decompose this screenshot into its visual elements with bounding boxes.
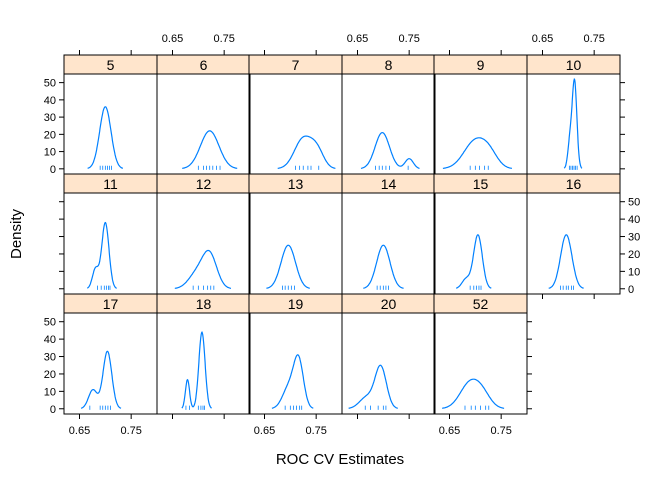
panel-14: 14 <box>341 173 436 295</box>
plot-frame-12 <box>156 192 251 295</box>
y-tick-label-r0-4: 40 <box>44 95 56 107</box>
y-tick-label-r0-1: 10 <box>44 147 56 159</box>
density-curve-6 <box>182 130 238 169</box>
strip-label-9: 9 <box>477 57 485 73</box>
panel-17: 17 <box>63 293 158 415</box>
plot-frame-6 <box>156 73 251 175</box>
x-tick-label-bottom-c4-0: 0.65 <box>439 425 460 437</box>
y-tick-label-r2-2: 20 <box>44 369 56 381</box>
y-tick-label-r1-2: 20 <box>628 249 640 261</box>
panel-16: 16 <box>526 173 621 295</box>
panel-18: 18 <box>156 293 251 415</box>
density-curve-11 <box>86 221 117 289</box>
panel-9: 9 <box>433 54 528 175</box>
strip-label-19: 19 <box>288 296 304 312</box>
panel-6: 6 <box>156 54 251 175</box>
density-curve-16 <box>548 234 584 289</box>
x-axis-title: ROC CV Estimates <box>276 451 404 468</box>
y-tick-label-r1-0: 0 <box>628 284 634 296</box>
y-tick-label-r1-3: 30 <box>628 232 640 244</box>
strip-label-11: 11 <box>103 176 118 192</box>
plot-frame-52 <box>433 312 528 415</box>
y-tick-label-r0-3: 30 <box>44 112 56 124</box>
panel-52: 52 <box>433 293 528 415</box>
strip-label-5: 5 <box>107 57 115 73</box>
plot-frame-11 <box>63 192 158 295</box>
x-tick-label-bottom-c4-1: 0.75 <box>490 425 511 437</box>
strip-label-52: 52 <box>473 296 489 312</box>
y-tick-label-r2-1: 10 <box>44 386 56 398</box>
panel-7: 7 <box>248 54 343 175</box>
strip-label-18: 18 <box>196 296 212 312</box>
plot-frame-16 <box>526 192 621 295</box>
panel-15: 15 <box>433 173 528 295</box>
strip-label-12: 12 <box>196 176 212 192</box>
panel-11: 11 <box>63 173 158 295</box>
density-curve-15 <box>455 234 492 289</box>
x-tick-label-bottom-c0-0: 0.65 <box>69 425 90 437</box>
panel-8: 8 <box>341 54 436 175</box>
y-axis-title: Density <box>8 208 25 259</box>
y-tick-label-r2-4: 40 <box>44 334 56 346</box>
strip-label-16: 16 <box>566 176 582 192</box>
panel-12: 12 <box>156 173 251 295</box>
panel-13: 13 <box>248 173 343 295</box>
strip-label-15: 15 <box>473 176 489 192</box>
density-curve-17 <box>80 350 122 409</box>
y-tick-label-r0-2: 20 <box>44 129 56 141</box>
x-tick-label-top-c5-1: 0.75 <box>583 33 604 45</box>
y-tick-label-r1-4: 40 <box>628 214 640 226</box>
density-curve-20 <box>348 364 398 409</box>
panel-19: 19 <box>248 293 343 415</box>
panel-grid: 5 6 7 8 9 10 11 12 13 14 15 16 17 18 19 20 52 0 10 20 30 40 50… <box>44 33 641 437</box>
strip-label-7: 7 <box>292 57 300 73</box>
panel-10: 10 <box>526 54 621 175</box>
strip-label-14: 14 <box>381 176 397 192</box>
y-tick-label-r0-0: 0 <box>50 164 56 176</box>
y-tick-label-r2-5: 50 <box>44 317 56 329</box>
density-curve-5 <box>87 106 124 169</box>
x-tick-label-top-c3-1: 0.75 <box>398 33 419 45</box>
plot-frame-20 <box>341 312 436 415</box>
y-tick-label-r1-1: 10 <box>628 266 640 278</box>
plot-frame-7 <box>248 73 343 175</box>
plot-frame-14 <box>341 192 436 295</box>
panel-20: 20 <box>341 293 436 415</box>
density-curve-19 <box>271 354 314 409</box>
strip-label-6: 6 <box>200 57 208 73</box>
plot-frame-9 <box>433 73 528 175</box>
density-curve-18 <box>181 331 212 409</box>
x-tick-label-top-c5-0: 0.65 <box>532 33 553 45</box>
density-curve-12 <box>174 249 231 289</box>
panel-5: 5 <box>63 54 158 175</box>
x-tick-label-top-c1-0: 0.65 <box>162 33 183 45</box>
plot-frame-8 <box>341 73 436 175</box>
strip-label-8: 8 <box>385 57 393 73</box>
plot-frame-13 <box>248 192 343 295</box>
x-tick-label-bottom-c2-1: 0.75 <box>305 425 326 437</box>
x-tick-label-top-c3-0: 0.65 <box>347 33 368 45</box>
density-curve-14 <box>363 244 404 289</box>
strip-label-10: 10 <box>566 57 582 73</box>
density-curve-13 <box>266 244 310 289</box>
x-tick-label-top-c1-1: 0.75 <box>213 33 234 45</box>
y-tick-label-r0-5: 50 <box>44 78 56 90</box>
density-curve-10 <box>563 77 583 169</box>
x-tick-label-bottom-c2-0: 0.65 <box>254 425 275 437</box>
plot-frame-19 <box>248 312 343 415</box>
y-tick-label-r2-0: 0 <box>50 404 56 416</box>
plot-frame-18 <box>156 312 251 415</box>
density-curve-52 <box>441 378 505 409</box>
density-curve-8 <box>360 131 420 169</box>
density-curve-9 <box>442 137 513 169</box>
y-tick-label-r1-5: 50 <box>628 197 640 209</box>
strip-label-20: 20 <box>381 296 397 312</box>
strip-label-13: 13 <box>288 176 304 192</box>
strip-label-17: 17 <box>103 296 119 312</box>
y-tick-label-r2-3: 30 <box>44 352 56 364</box>
density-curve-7 <box>277 135 336 169</box>
x-tick-label-bottom-c0-1: 0.75 <box>120 425 141 437</box>
